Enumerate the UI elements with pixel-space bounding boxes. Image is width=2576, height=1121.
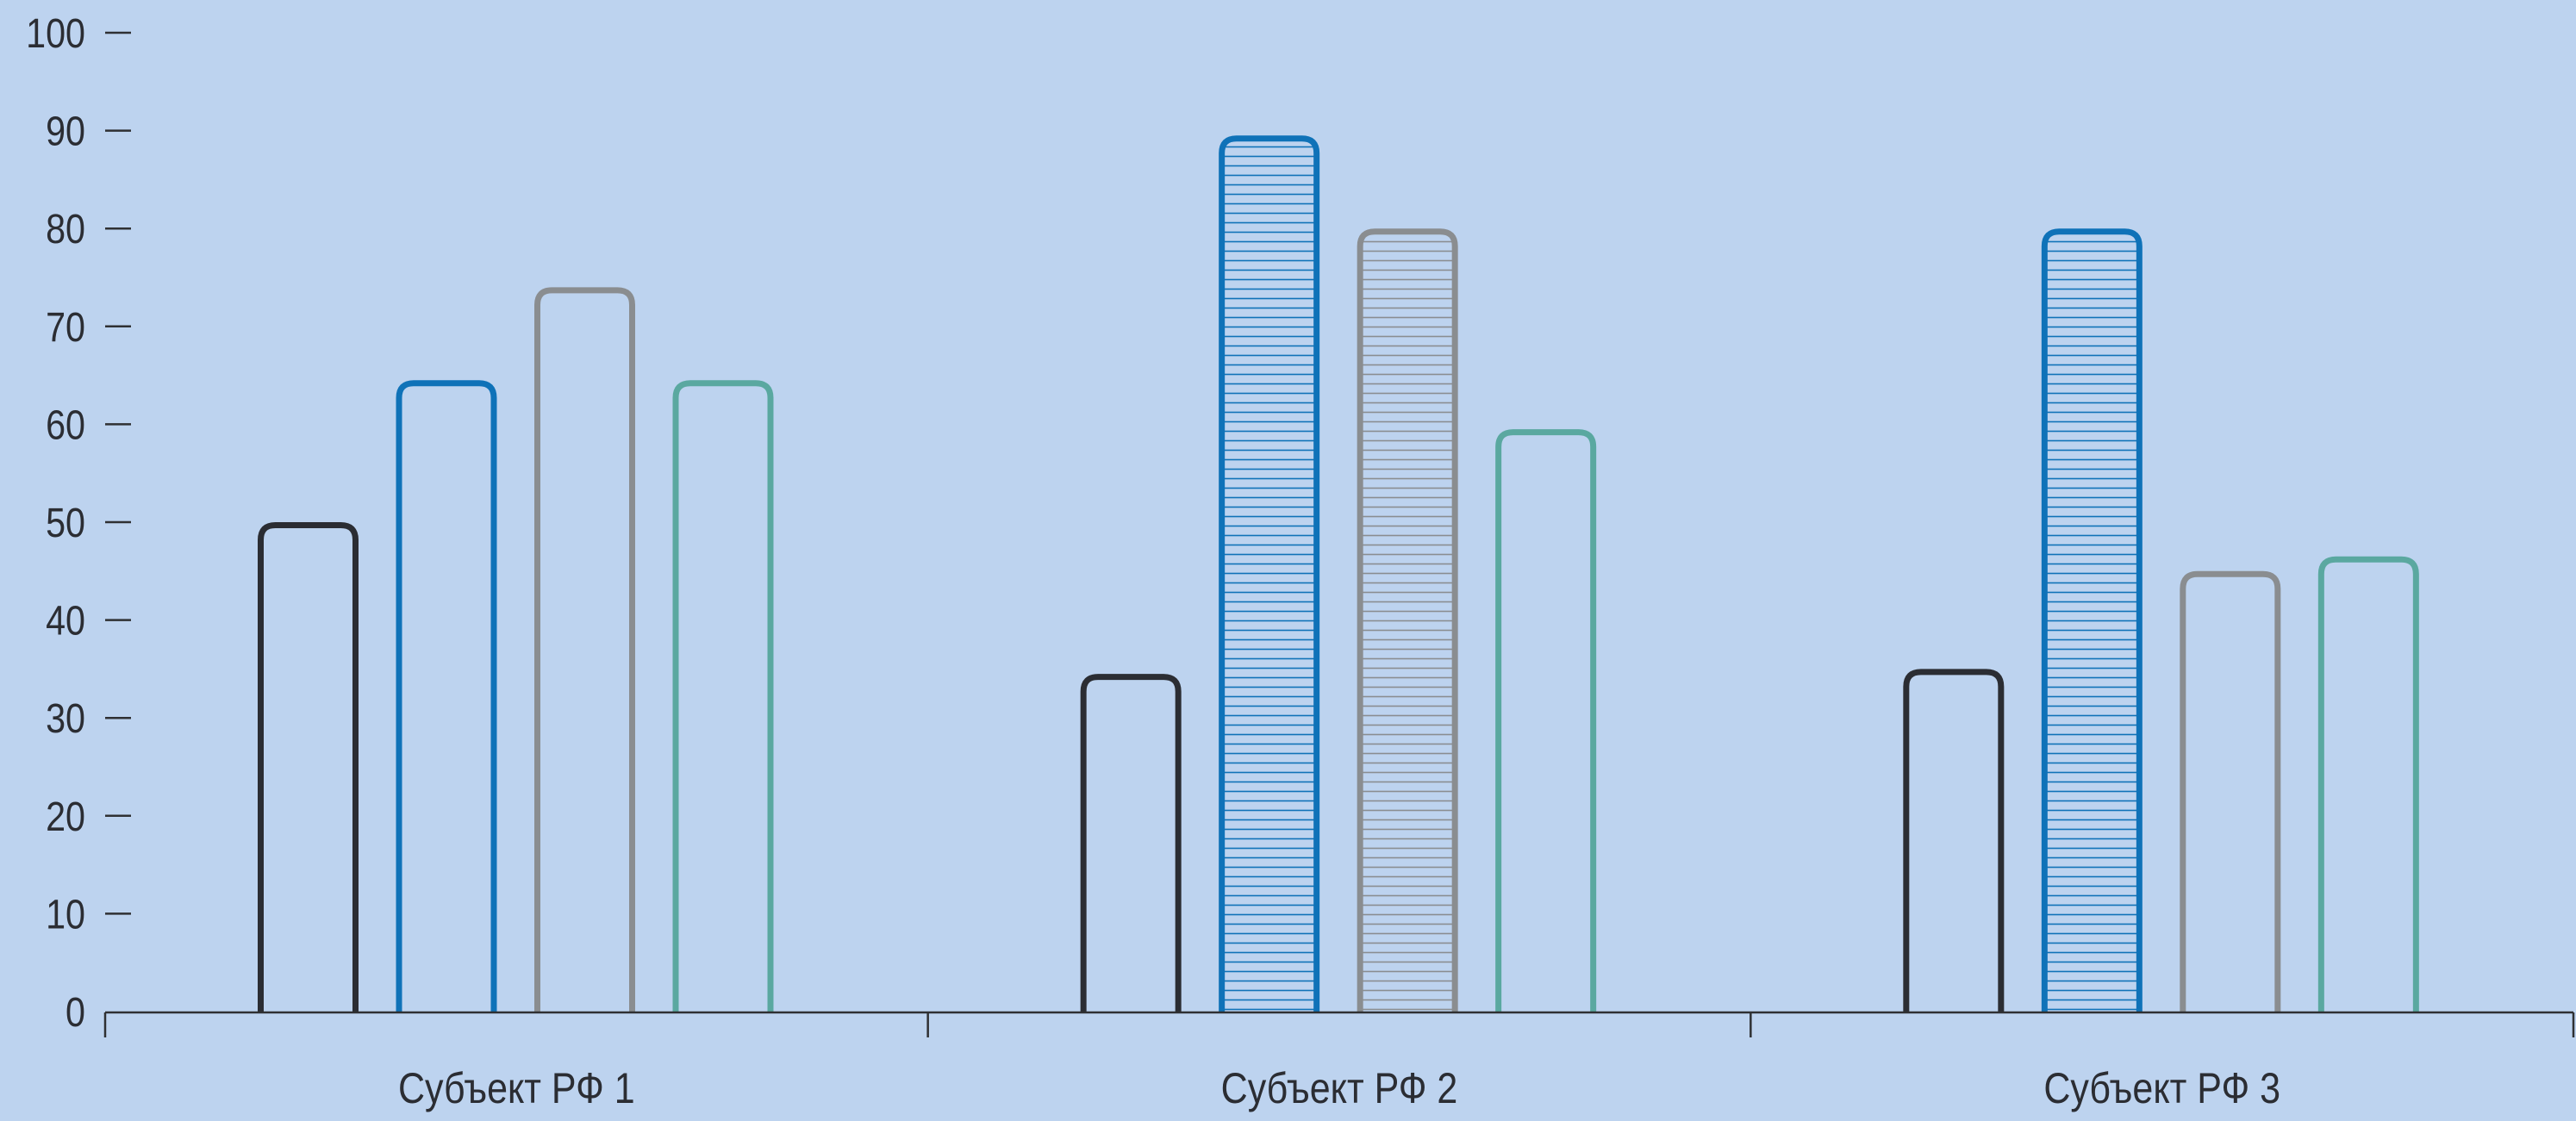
- y-tick-label: 50: [46, 500, 85, 546]
- axes: Субъект РФ 1 Субъект РФ 2 Субъект РФ 3 0 10 2…: [26, 10, 2575, 1112]
- y-tick-label: 80: [46, 206, 85, 252]
- y-tick-label: 70: [46, 304, 85, 351]
- x-tick-label: Субъект РФ 1: [398, 1064, 635, 1112]
- y-tick-label: 60: [46, 402, 85, 449]
- bar: [672, 380, 774, 1013]
- bar: [1495, 429, 1597, 1013]
- bar: [2180, 570, 2281, 1013]
- bar-hatch-fill: [2044, 231, 2140, 1013]
- bar: [534, 287, 635, 1013]
- bar: [396, 380, 497, 1013]
- y-tick-label: 0: [65, 989, 85, 1036]
- y-tick-label: 30: [46, 695, 85, 742]
- bar: [1357, 228, 1458, 1013]
- y-tick-label: 100: [26, 10, 85, 57]
- y-tick-label: 90: [46, 109, 85, 155]
- x-tick-label: Субъект РФ 2: [1221, 1064, 1458, 1112]
- bar: [2041, 228, 2143, 1013]
- bar: [1903, 669, 2005, 1013]
- x-tick-label: Субъект РФ 3: [2043, 1064, 2280, 1112]
- bar: [1219, 135, 1320, 1013]
- y-tick-label: 10: [46, 892, 85, 938]
- bar-hatch-fill: [1221, 138, 1317, 1013]
- bar: [258, 522, 359, 1013]
- y-tick-label: 20: [46, 794, 85, 840]
- bars-layer: [258, 135, 2419, 1013]
- bar: [2317, 556, 2419, 1013]
- bar: [1080, 674, 1182, 1013]
- y-tick-label: 40: [46, 598, 85, 645]
- bar-hatch-fill: [1360, 231, 1456, 1013]
